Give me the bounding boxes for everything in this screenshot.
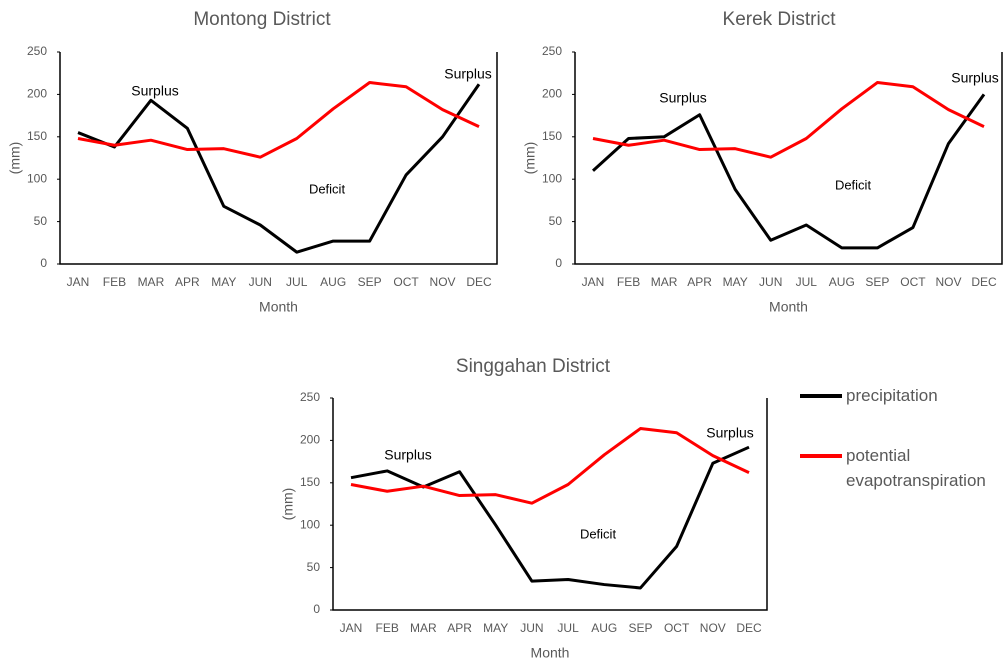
x-tick-label: SEP [865,275,889,289]
x-tick-label: JUN [520,621,543,635]
legend-label: precipitation [846,386,938,405]
annotation: Deficit [835,177,872,192]
x-axis-label: Month [769,299,808,315]
y-axis-label: (mm) [7,142,23,175]
y-tick-label: 100 [300,517,320,531]
y-tick-label: 250 [27,44,47,58]
y-tick-label: 150 [300,475,320,489]
x-tick-label: NOV [700,621,726,635]
annotation: Deficit [309,181,346,196]
x-tick-label: JUN [249,275,272,289]
annotation: Surplus [951,70,998,86]
x-tick-label: DEC [736,621,762,635]
y-tick-label: 100 [27,171,47,185]
y-tick-label: 250 [300,390,320,404]
y-tick-label: 0 [40,256,47,270]
x-tick-label: MAR [138,275,165,289]
x-tick-label: APR [175,275,200,289]
y-tick-label: 200 [27,87,47,101]
y-tick-label: 200 [300,433,320,447]
series-line [77,83,481,254]
y-tick-label: 200 [542,87,562,101]
x-tick-label: FEB [376,621,399,635]
y-tick-label: 50 [549,214,563,228]
x-tick-label: JAN [340,621,363,635]
y-tick-label: 250 [542,44,562,58]
x-tick-label: DEC [466,275,492,289]
annotation: Surplus [444,66,491,82]
chart-title: Montong District [193,9,331,30]
x-axis-label: Month [259,299,298,315]
y-tick-label: 100 [542,171,562,185]
x-tick-label: MAY [723,275,748,289]
x-tick-label: JAN [67,275,90,289]
legend-label: potential evapotranspiration [846,446,986,490]
axes [574,52,1003,265]
annotation: Surplus [131,83,178,99]
y-tick-label: 150 [542,129,562,143]
chart-title: Kerek District [723,9,837,30]
x-tick-label: MAY [483,621,508,635]
y-tick-label: 0 [313,602,320,616]
x-tick-label: AUG [829,275,855,289]
x-tick-label: NOV [430,275,456,289]
annotation: Surplus [706,425,753,441]
x-tick-label: FEB [103,275,126,289]
x-tick-label: JAN [582,275,605,289]
x-tick-label: OCT [900,275,926,289]
x-tick-label: APR [687,275,712,289]
y-axis-label: (mm) [522,142,538,175]
x-tick-label: FEB [617,275,640,289]
annotation: Surplus [384,447,431,463]
chart-title: Singgahan District [456,356,611,377]
x-tick-label: MAR [651,275,678,289]
x-tick-label: OCT [393,275,419,289]
x-tick-label: SEP [628,621,652,635]
annotation: Deficit [580,526,617,541]
y-tick-label: 50 [34,214,48,228]
axes [59,52,498,265]
x-tick-label: OCT [664,621,690,635]
x-tick-label: MAY [211,275,236,289]
y-tick-label: 0 [555,256,562,270]
y-tick-label: 150 [27,129,47,143]
x-tick-label: NOV [935,275,961,289]
x-tick-label: JUL [796,275,818,289]
series-line [350,427,750,505]
x-tick-label: APR [447,621,472,635]
y-tick-label: 50 [307,560,321,574]
annotation: Surplus [659,90,706,106]
x-tick-label: MAR [410,621,437,635]
x-tick-label: JUL [286,275,308,289]
series-line [592,81,985,159]
x-tick-label: AUG [591,621,617,635]
series-line [77,81,480,159]
series-line [591,93,986,250]
series-line [350,445,750,590]
y-axis-label: (mm) [280,488,296,521]
x-axis-label: Month [531,645,570,661]
x-tick-label: DEC [971,275,997,289]
x-tick-label: JUN [759,275,782,289]
x-tick-label: AUG [320,275,346,289]
x-tick-label: JUL [557,621,579,635]
x-tick-label: SEP [358,275,382,289]
axes [332,398,768,611]
